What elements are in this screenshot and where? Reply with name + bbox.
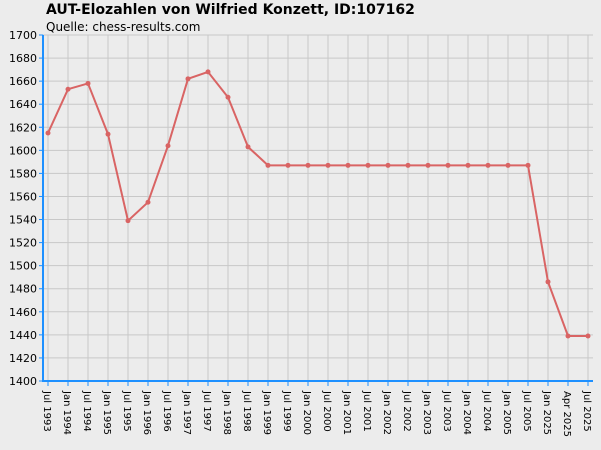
- point: [465, 162, 471, 168]
- x-tick-label: Jul 2004: [481, 390, 492, 432]
- chart-subtitle: Quelle: chess-results.com: [46, 20, 200, 34]
- y-tick-label: 1580: [9, 167, 37, 180]
- x-tick-label: Jul 2005: [521, 390, 532, 432]
- point: [205, 69, 211, 75]
- x-tick-label: Jul 2002: [401, 390, 412, 432]
- x-tick-label: Jul 2001: [361, 390, 372, 432]
- point: [325, 162, 331, 168]
- x-tick-label: Jan 1995: [101, 390, 112, 435]
- x-tick-label: Jul 1999: [281, 390, 292, 432]
- x-tick-label: Jul 1993: [41, 390, 52, 432]
- point: [105, 131, 111, 137]
- point: [545, 279, 551, 285]
- point: [45, 130, 51, 136]
- point: [225, 94, 231, 100]
- x-tick-label: Jul 1995: [121, 390, 132, 432]
- y-tick-label: 1660: [9, 75, 37, 88]
- y-tick-label: 1420: [9, 352, 37, 365]
- x-tick-label: Jul 2000: [321, 390, 332, 432]
- point: [485, 162, 491, 168]
- y-tick-label: 1500: [9, 260, 37, 273]
- point: [505, 162, 511, 168]
- point: [245, 144, 251, 150]
- x-tick-label: Jan 2000: [301, 390, 312, 435]
- y-tick-label: 1620: [9, 121, 37, 134]
- point: [305, 162, 311, 168]
- point: [585, 333, 591, 339]
- x-tick-label: Jan 1997: [181, 390, 192, 435]
- x-tick-label: Jul 1997: [201, 390, 212, 432]
- x-tick-label: Jul 1996: [161, 390, 172, 432]
- x-tick-label: Jan 2003: [421, 390, 432, 435]
- point: [405, 162, 411, 168]
- line: [47, 70, 588, 338]
- point: [445, 162, 451, 168]
- x-tick-label: Jan 2002: [381, 390, 392, 435]
- point: [85, 80, 91, 86]
- point: [265, 162, 271, 168]
- x-tick-label: Apr 2025: [561, 391, 572, 437]
- point: [165, 143, 171, 149]
- x-tick-label: Jan 1999: [261, 390, 272, 435]
- y-tick-label: 1480: [9, 283, 37, 296]
- x-tick-label: Jan 2025: [541, 390, 552, 435]
- x-tick-label: Jul 1994: [81, 390, 92, 432]
- y-tick-label: 1560: [9, 190, 37, 203]
- point: [425, 162, 431, 168]
- y-tick-label: 1640: [9, 98, 37, 111]
- point: [385, 162, 391, 168]
- x-tick-label: Jul 2003: [441, 390, 452, 432]
- y-tick-label: 1700: [9, 29, 37, 42]
- x-tick-label: Jan 2005: [501, 390, 512, 435]
- point: [125, 218, 131, 224]
- x-tick-label: Jan 1998: [221, 390, 232, 435]
- x-tick-label: Jan 1994: [61, 390, 72, 435]
- point: [525, 162, 531, 168]
- y-tick-label: 1600: [9, 144, 37, 157]
- point: [365, 162, 371, 168]
- y-tick-label: 1400: [9, 375, 37, 388]
- y-tick-label: 1520: [9, 237, 37, 250]
- point: [65, 86, 71, 92]
- y-tick-label: 1440: [9, 329, 37, 342]
- y-tick-label: 1680: [9, 52, 37, 65]
- x-tick-label: Jul 2025: [581, 390, 592, 432]
- y-tick-label: 1460: [9, 306, 37, 319]
- point: [185, 76, 191, 82]
- x-tick-label: Jan 2004: [461, 390, 472, 435]
- x-tick-label: Jul 1998: [241, 390, 252, 432]
- x-tick-label: Jan 1996: [141, 390, 152, 435]
- point: [145, 199, 151, 205]
- point: [565, 333, 571, 339]
- chart-title: AUT-Elozahlen von Wilfried Konzett, ID:1…: [46, 2, 415, 18]
- x-tick-label: Jan 2001: [341, 390, 352, 435]
- point: [285, 162, 291, 168]
- y-tick-label: 1540: [9, 214, 37, 227]
- point: [345, 162, 351, 168]
